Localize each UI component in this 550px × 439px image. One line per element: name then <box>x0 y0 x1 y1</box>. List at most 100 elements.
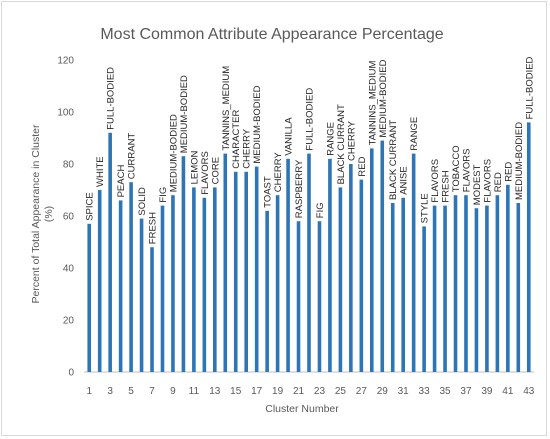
x-tick-label: 33 <box>419 386 431 397</box>
bar <box>244 171 249 372</box>
x-tick-label: 19 <box>272 386 284 397</box>
data-label: RED <box>357 156 368 176</box>
data-label: SPICE <box>85 192 96 221</box>
data-label: TOAST <box>263 176 274 208</box>
y-axis-title: Percent of Total Appearance in Cluster (… <box>30 124 55 304</box>
bar <box>485 205 489 372</box>
bar <box>443 205 447 372</box>
x-tick-label: 41 <box>502 386 514 397</box>
bar <box>213 187 217 372</box>
bar <box>118 200 123 372</box>
data-label: MEDIUM-BODIED <box>252 85 263 163</box>
x-tick-label: 29 <box>377 386 389 397</box>
bar <box>233 171 238 372</box>
bar <box>453 195 458 372</box>
data-label: MEDIUM-BODIED <box>179 75 190 153</box>
data-label: TOBACCO <box>451 145 462 192</box>
bar <box>192 187 196 372</box>
bar <box>307 153 311 372</box>
data-label: CORE <box>210 157 221 184</box>
y-tick-label: 20 <box>63 316 75 327</box>
x-axis-title: Cluster Number <box>265 403 339 415</box>
x-tick-label: 27 <box>356 386 368 397</box>
x-tick-label: 1 <box>86 386 92 397</box>
bar <box>317 221 322 372</box>
y-tick-label: 100 <box>57 108 74 119</box>
data-label: FRESH <box>441 170 452 202</box>
bar <box>87 223 92 372</box>
bar <box>296 221 301 372</box>
x-tick-labels: 1 3 5 7 9 11 13 15 17 19 21 23 25 27 29 31 33 35 37 39 41 43 <box>86 386 534 397</box>
bar <box>516 203 521 372</box>
data-labels: SPICEWHITEFULL-BODIEDPEACHCURRANTSOLIDFR… <box>85 56 536 244</box>
bar <box>401 197 405 372</box>
x-tick-label: 3 <box>107 386 113 397</box>
data-label: SOLID <box>137 187 148 216</box>
data-label: RASPBERRY <box>294 159 305 218</box>
bar <box>181 156 186 372</box>
data-label: FULL-BODIED <box>106 67 117 130</box>
data-label: FLAVORS <box>482 159 493 203</box>
bar <box>495 195 500 372</box>
data-label: VANILLA <box>284 117 295 156</box>
x-tick-label: 9 <box>170 386 176 397</box>
data-label: MEDIUM-BODIED <box>514 122 525 200</box>
x-tick-label: 15 <box>230 386 242 397</box>
bar <box>369 148 374 372</box>
x-tick-label: 43 <box>523 386 535 397</box>
data-label: FIG <box>315 202 326 218</box>
bar <box>97 190 102 372</box>
data-label: TANNINS_MEDIUM <box>221 66 232 151</box>
bar <box>254 166 259 372</box>
y-tick-labels: 0 20 40 60 80 100 120 <box>57 56 74 379</box>
x-tick-label: 21 <box>293 386 305 397</box>
data-label: RANGE <box>409 117 420 151</box>
x-tick-label: 13 <box>209 386 221 397</box>
y-tick-label: 80 <box>63 160 75 171</box>
bar <box>328 158 332 372</box>
data-label: PEACH <box>116 165 127 198</box>
bar <box>526 122 531 373</box>
x-tick-label: 5 <box>128 386 134 397</box>
data-label: WHITE <box>95 156 106 187</box>
data-label: FRESH <box>148 212 159 244</box>
bar <box>474 208 479 372</box>
x-tick-label: 17 <box>251 386 263 397</box>
data-label: CURRANT <box>127 133 138 180</box>
bar <box>349 164 353 372</box>
data-label: CHARACTER <box>231 110 242 169</box>
data-label: ANISE <box>399 166 410 195</box>
data-label: FIG <box>158 187 169 203</box>
data-label: FLAVORS <box>200 151 211 195</box>
bar <box>139 218 144 372</box>
bar <box>265 210 269 372</box>
data-label: RED <box>503 162 514 182</box>
y-tick-label: 40 <box>63 264 75 275</box>
data-label: CHERRY <box>273 152 284 193</box>
bar <box>108 132 112 372</box>
data-label: CHERRY <box>346 120 357 161</box>
x-tick-label: 31 <box>398 386 410 397</box>
y-axis-title-line-2: (%) <box>43 206 55 222</box>
bar-series <box>87 122 531 373</box>
x-tick-label: 25 <box>335 386 347 397</box>
data-label: TANNINS_MEDIUM <box>367 61 378 146</box>
bar <box>390 203 395 372</box>
bar <box>171 195 175 372</box>
y-axis-title-line-1: Percent of Total Appearance in Cluster <box>30 124 42 304</box>
x-tick-label: 23 <box>314 386 326 397</box>
x-tick-label: 7 <box>149 386 155 397</box>
bar <box>422 226 426 372</box>
data-label: RANGE <box>325 122 336 156</box>
data-label: RED <box>493 172 504 192</box>
y-tick-label: 0 <box>68 368 74 379</box>
x-tick-label: 11 <box>189 386 200 397</box>
x-tick-label: 35 <box>439 386 451 397</box>
x-tick-label: 37 <box>460 386 472 397</box>
bar <box>275 195 280 372</box>
y-tick-label: 120 <box>57 56 74 67</box>
data-label: CHERRY <box>242 128 253 169</box>
data-label: LEMON <box>189 150 200 184</box>
